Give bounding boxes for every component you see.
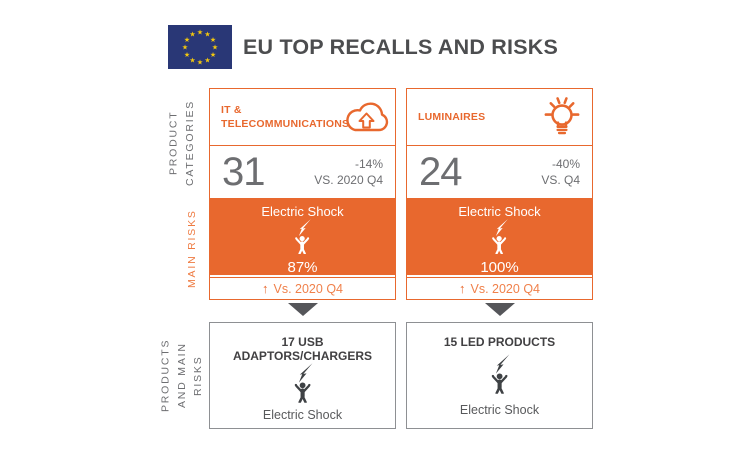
svg-text:★: ★ bbox=[182, 44, 188, 52]
electric-shock-icon bbox=[289, 219, 316, 259]
category-header: IT & TELECOMMUNICATIONS bbox=[210, 89, 395, 146]
category-header: LUMINAIRES bbox=[407, 89, 592, 146]
trend-label: VS. 2020 Q4 bbox=[314, 173, 383, 187]
category-card: IT & TELECOMMUNICATIONS 31 -14% VS. 2020… bbox=[209, 88, 396, 300]
svg-text:★: ★ bbox=[210, 51, 216, 59]
main-risk-block: Electric Shock 100% bbox=[407, 198, 592, 276]
up-arrow-icon: ↑ bbox=[459, 281, 466, 296]
column-luminaires: LUMINAIRES bbox=[406, 88, 593, 429]
electric-shock-icon bbox=[486, 219, 513, 259]
svg-text:★: ★ bbox=[197, 59, 203, 67]
top-product-card: 15 LED PRODUCTS Electric Shock bbox=[406, 322, 593, 429]
recalls-trend: -14% VS. 2020 Q4 bbox=[314, 156, 383, 188]
down-triangle-icon bbox=[484, 303, 515, 316]
top-product-title: 15 LED PRODUCTS bbox=[443, 335, 556, 349]
recalls-stats: 24 -40% VS. Q4 bbox=[407, 146, 592, 198]
main-risk-share: 87% bbox=[287, 259, 318, 276]
column-it-telecommunications: IT & TELECOMMUNICATIONS 31 -14% VS. 2020… bbox=[209, 88, 396, 429]
recalls-count: 24 bbox=[419, 149, 462, 194]
svg-text:★: ★ bbox=[184, 36, 190, 44]
category-label: LUMINAIRES bbox=[418, 110, 486, 123]
category-card: LUMINAIRES bbox=[406, 88, 593, 300]
risk-trend-strip: ↑ Vs. 2020 Q4 bbox=[407, 277, 592, 299]
side-label-main-risks: MAIN RISKS bbox=[185, 209, 198, 288]
main-risk-share: 100% bbox=[480, 259, 519, 276]
side-label-products-and-main-risks: PRODUCTS AND MAIN RISKS bbox=[159, 338, 205, 413]
svg-text:★: ★ bbox=[189, 31, 195, 39]
light-bulb-icon bbox=[542, 95, 582, 140]
svg-text:★: ★ bbox=[204, 31, 210, 39]
recalls-stats: 31 -14% VS. 2020 Q4 bbox=[210, 146, 395, 198]
trend-value: -40% bbox=[551, 156, 580, 171]
main-risk-label: Electric Shock bbox=[458, 204, 541, 219]
trend-value: -14% bbox=[354, 156, 383, 171]
main-risk-label: Electric Shock bbox=[261, 204, 344, 219]
main-risk-block: Electric Shock 87% bbox=[210, 198, 395, 276]
recalls-trend: -40% VS. Q4 bbox=[541, 156, 580, 188]
svg-text:★: ★ bbox=[189, 57, 195, 65]
down-triangle-icon bbox=[287, 303, 318, 316]
top-product-risk: Electric Shock bbox=[459, 403, 540, 417]
svg-text:★: ★ bbox=[210, 36, 216, 44]
svg-text:★: ★ bbox=[184, 51, 190, 59]
cloud-upload-icon bbox=[343, 101, 390, 134]
svg-text:★: ★ bbox=[197, 29, 203, 37]
risk-trend-label: Vs. 2020 Q4 bbox=[273, 281, 344, 296]
risk-trend-label: Vs. 2020 Q4 bbox=[470, 281, 541, 296]
svg-text:★: ★ bbox=[204, 57, 210, 65]
eu-flag-icon: ★ ★ ★ ★ ★ ★ ★ ★ ★ ★ ★ ★ bbox=[168, 25, 232, 69]
electric-shock-icon bbox=[485, 354, 515, 399]
top-product-title: 17 USB ADAPTORS/CHARGERS bbox=[232, 335, 373, 363]
category-label: IT & TELECOMMUNICATIONS bbox=[221, 103, 350, 130]
up-arrow-icon: ↑ bbox=[262, 281, 269, 296]
page-title: EU TOP RECALLS AND RISKS bbox=[243, 34, 558, 59]
risk-trend-strip: ↑ Vs. 2020 Q4 bbox=[210, 277, 395, 299]
trend-label: VS. Q4 bbox=[541, 173, 580, 187]
side-label-product-categories: PRODUCT CATEGORIES bbox=[167, 99, 196, 187]
electric-shock-icon bbox=[288, 363, 318, 408]
top-product-risk: Electric Shock bbox=[262, 408, 343, 422]
recalls-count: 31 bbox=[222, 149, 265, 194]
svg-text:★: ★ bbox=[212, 44, 218, 52]
top-product-card: 17 USB ADAPTORS/CHARGERS Electric Shock bbox=[209, 322, 396, 429]
